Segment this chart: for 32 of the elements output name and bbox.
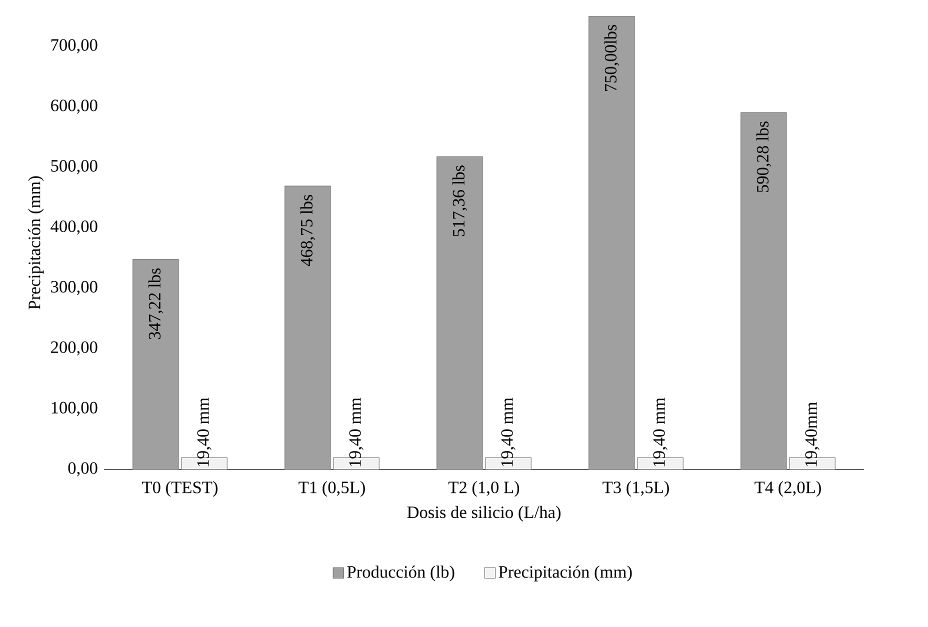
y-axis-title: Precipitación (mm) xyxy=(28,176,44,310)
data-label: 590,28 lbs xyxy=(756,122,772,192)
data-label: 750,00lbs xyxy=(604,25,620,92)
bar xyxy=(284,186,331,470)
y-tick-label: 100,00 xyxy=(52,402,98,416)
legend-label: Precipitación (mm) xyxy=(498,566,632,582)
x-tick-label: T3 (1,5L) xyxy=(602,481,669,497)
data-label: 517,36 lbs xyxy=(452,166,468,236)
data-label: 347,22 lbs xyxy=(148,268,164,340)
data-label: 19,40 mm xyxy=(501,398,516,466)
x-tick-label: T4 (2,0L) xyxy=(754,481,821,497)
y-tick-label: 600,00 xyxy=(51,100,98,114)
x-tick-label: T2 (1,0 L) xyxy=(448,481,520,497)
y-tick-label: 400,00 xyxy=(50,220,98,235)
bar xyxy=(740,112,787,470)
bar xyxy=(588,16,635,470)
y-tick-label: 300,00 xyxy=(51,281,98,296)
bar xyxy=(132,259,179,470)
y-tick-label: 700,00 xyxy=(51,39,98,54)
x-tick-label: T0 (TEST) xyxy=(142,481,218,497)
data-label: 19,40 mm xyxy=(197,398,212,466)
y-tick-label: 0,00 xyxy=(68,462,98,477)
x-axis-title: Dosis de silicio (L/ha) xyxy=(407,506,561,522)
data-label: 19,40 mm xyxy=(349,398,364,466)
y-tick-label: 200,00 xyxy=(51,342,98,356)
y-tick-label: 500,00 xyxy=(51,160,98,174)
bar xyxy=(436,156,483,470)
data-label: 468,75 lbs xyxy=(300,195,316,266)
x-tick-label: T1 (0,5L) xyxy=(298,481,365,497)
legend-label: Producción (lb) xyxy=(347,566,454,582)
data-label: 19,40mm xyxy=(805,402,820,466)
data-label: 19,40 mm xyxy=(653,398,668,466)
